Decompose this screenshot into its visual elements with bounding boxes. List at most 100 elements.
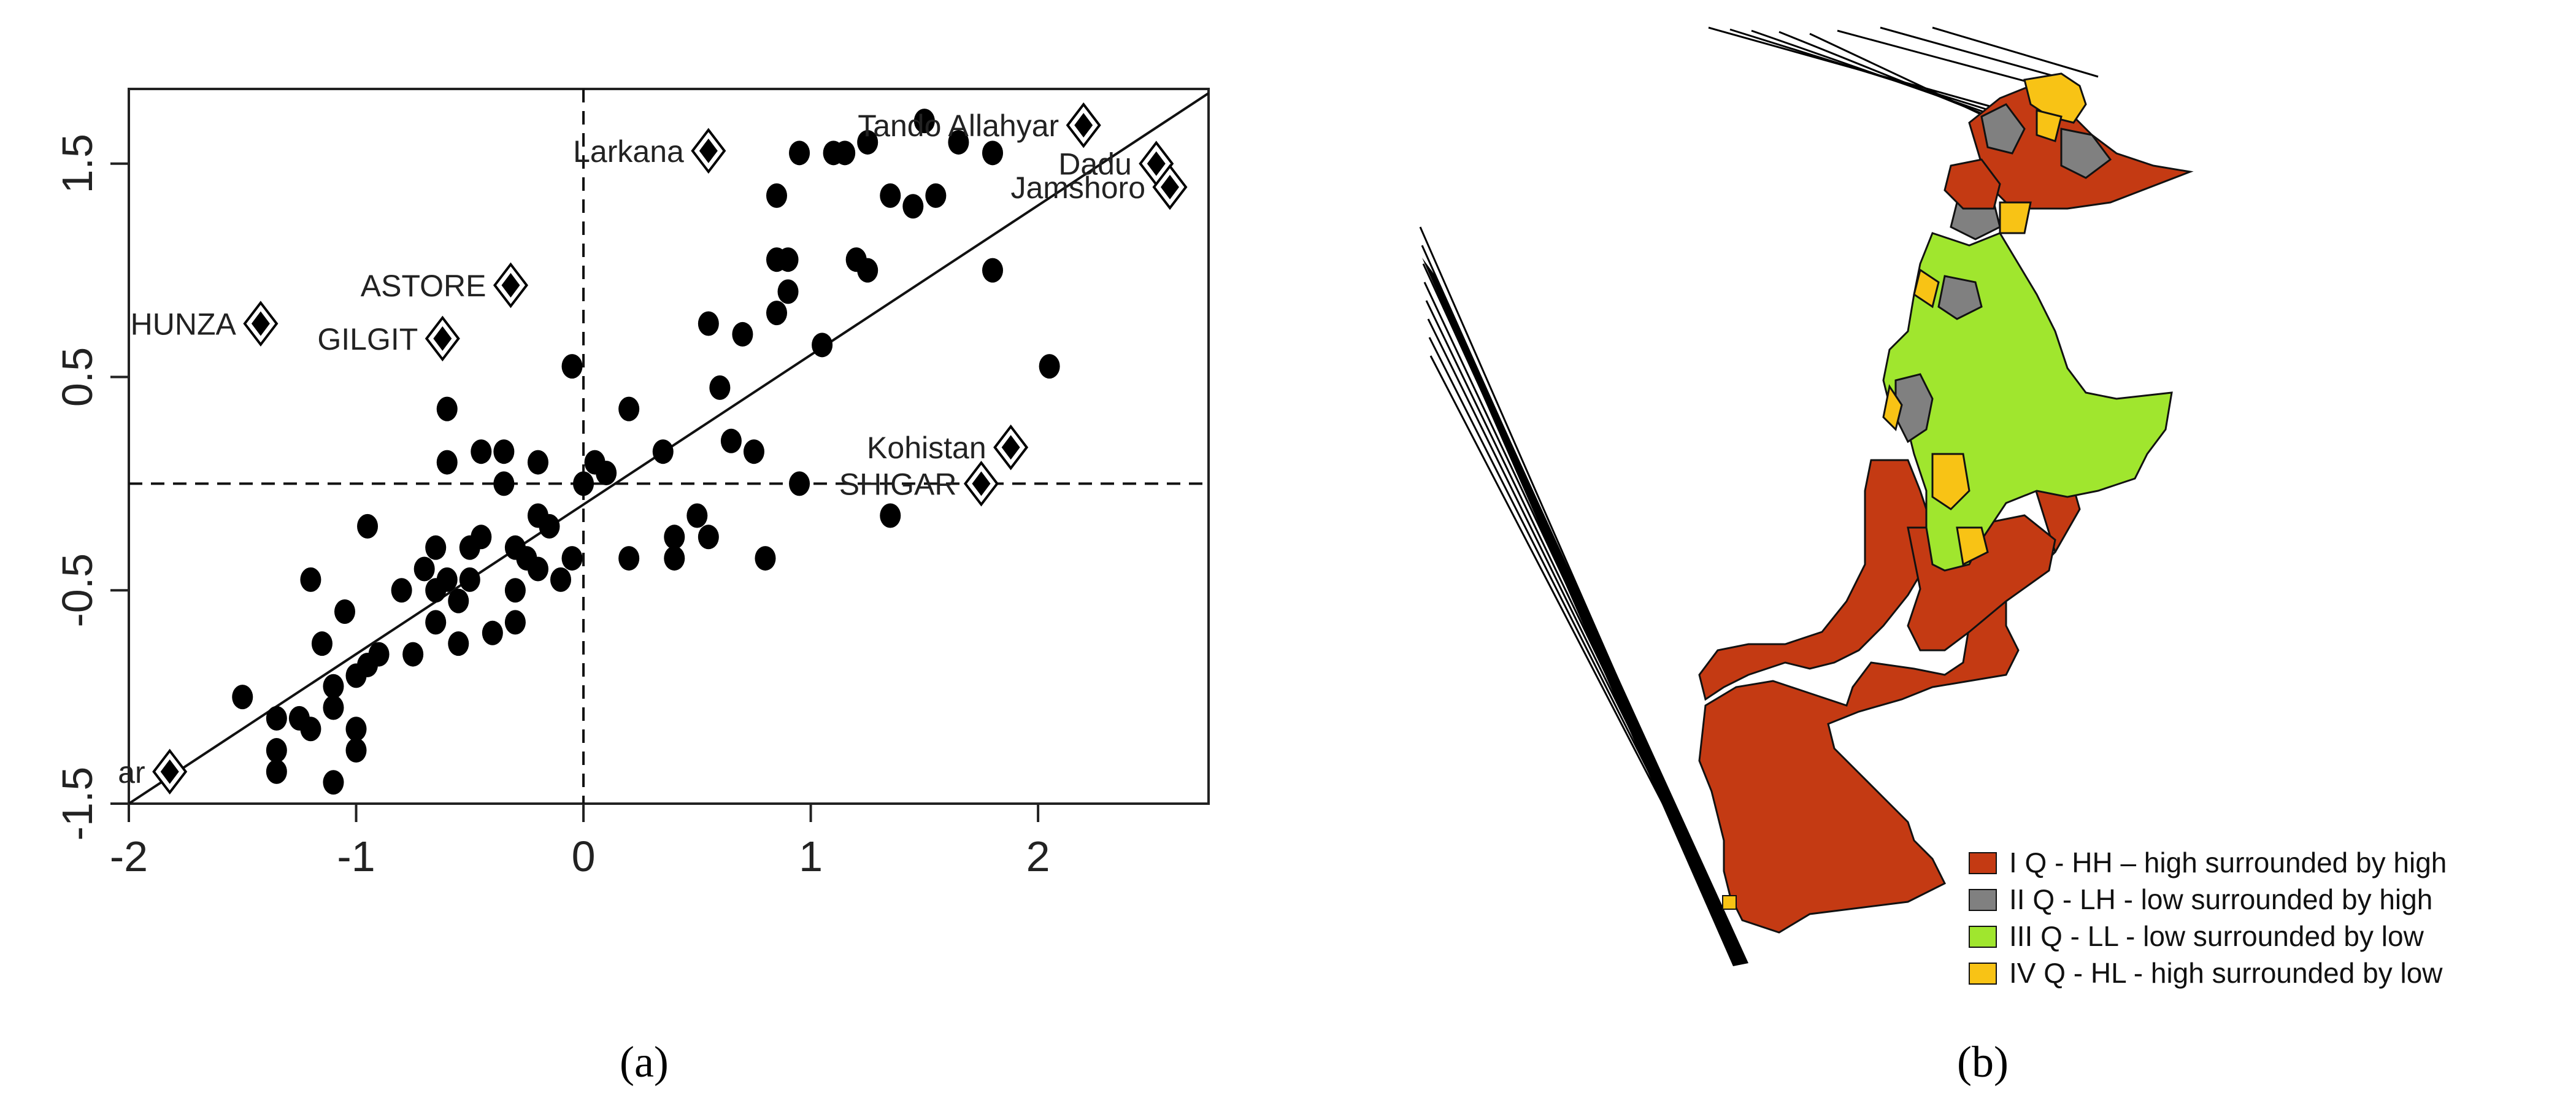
data-point xyxy=(413,556,435,582)
labeled-point: Jamshoro xyxy=(1010,164,1188,210)
data-point xyxy=(618,546,640,571)
data-point xyxy=(368,642,390,667)
labeled-point: ASTORE xyxy=(361,262,529,309)
labeled-point: Larkana xyxy=(573,128,726,174)
data-point xyxy=(789,471,810,496)
data-point xyxy=(471,439,492,464)
data-point xyxy=(766,183,787,208)
region-lh-north xyxy=(1980,103,2026,155)
data-point xyxy=(698,311,719,336)
legend-item-hl: IV Q - HL - high surrounded by low xyxy=(1969,957,2443,989)
data-point xyxy=(482,620,503,645)
data-point xyxy=(880,503,901,528)
data-point xyxy=(504,578,526,603)
data-point xyxy=(527,556,548,582)
data-point xyxy=(300,567,321,592)
y-axis: -1.5 -0.5 0.5 1.5 xyxy=(53,134,129,840)
data-point xyxy=(789,140,810,166)
data-point xyxy=(913,109,935,134)
labeled-point: HUNZA xyxy=(131,301,279,347)
data-point xyxy=(459,567,480,592)
legend-label-hl: IV Q - HL - high surrounded by low xyxy=(2009,957,2443,989)
leader-fan-left xyxy=(1422,258,1748,966)
data-point xyxy=(232,685,253,710)
legend-label-ll: III Q - LL - low surrounded by low xyxy=(2009,920,2424,952)
data-point xyxy=(539,513,560,539)
data-point xyxy=(686,503,708,528)
data-point xyxy=(436,396,458,421)
labeled-point: Tando Allahyar xyxy=(858,102,1101,148)
data-point xyxy=(698,525,719,550)
x-tick-label: -1 xyxy=(337,832,375,880)
data-point xyxy=(391,578,412,603)
point-label: GILGIT xyxy=(317,322,418,356)
point-label: ar xyxy=(118,755,145,790)
caption-a: (a) xyxy=(620,1037,669,1086)
moran-scatterplot: -2 -1 0 1 2 -1.5 -0.5 0.5 1.5 Tando Allahyar Dad… xyxy=(53,88,1210,880)
region-hl-2 xyxy=(1882,384,1903,431)
data-point xyxy=(982,140,1003,166)
data-point xyxy=(402,642,424,667)
data-point xyxy=(664,546,685,571)
data-point xyxy=(755,546,776,571)
region-lh-2 xyxy=(1937,275,1983,320)
data-point xyxy=(266,759,287,784)
data-point xyxy=(596,460,617,485)
labeled-point: ar xyxy=(118,748,188,795)
x-axis: -2 -1 0 1 2 xyxy=(110,804,1050,880)
point-label: Larkana xyxy=(573,134,684,169)
data-point xyxy=(880,183,901,208)
data-point xyxy=(425,610,447,635)
legend-item-hh: I Q - HH – high surrounded by high xyxy=(1969,847,2447,878)
data-point xyxy=(573,471,594,496)
data-point xyxy=(436,450,458,475)
lisa-cluster-map: I Q - HH – high surrounded by high II Q … xyxy=(1419,26,2447,989)
legend-label-hh: I Q - HH – high surrounded by high xyxy=(2009,847,2447,878)
data-point xyxy=(925,183,947,208)
data-point xyxy=(812,333,833,358)
y-tick-label: 1.5 xyxy=(53,134,101,193)
region-hl-north-3 xyxy=(2036,109,2063,142)
point-label: Tando Allahyar xyxy=(858,109,1059,143)
scatter-points xyxy=(232,109,1060,795)
region-lh-north-2 xyxy=(2060,128,2112,179)
caption-b: (b) xyxy=(1957,1037,2009,1086)
labeled-point: Kohistan xyxy=(867,424,1029,471)
data-point xyxy=(471,525,492,550)
data-point xyxy=(334,599,355,625)
data-point xyxy=(857,258,879,283)
labeled-point: Dadu xyxy=(1058,140,1174,187)
y-tick-label: -0.5 xyxy=(53,553,101,628)
data-point xyxy=(709,375,731,400)
map-legend: I Q - HH – high surrounded by high II Q … xyxy=(1969,847,2447,989)
region-hh-sindh xyxy=(1698,459,1934,701)
data-point xyxy=(448,588,469,613)
data-point xyxy=(561,354,583,379)
data-point xyxy=(834,140,856,166)
region-hh-south xyxy=(1698,452,2081,934)
plot-frame xyxy=(128,88,1210,805)
region-hl-1 xyxy=(1931,453,1970,510)
data-point xyxy=(323,674,344,699)
region-hl-south xyxy=(1722,895,1737,910)
point-label: Dadu xyxy=(1058,147,1132,182)
point-label: ASTORE xyxy=(361,269,486,303)
data-point xyxy=(300,717,321,742)
y-tick-label: 0.5 xyxy=(53,347,101,407)
data-point xyxy=(266,738,287,763)
data-point xyxy=(493,471,515,496)
data-point xyxy=(436,567,458,592)
legend-item-ll: III Q - LL - low surrounded by low xyxy=(1969,920,2424,952)
data-point xyxy=(311,631,333,656)
data-point xyxy=(766,301,787,326)
data-point xyxy=(448,631,469,656)
point-label: SHIGAR xyxy=(839,467,957,501)
point-label: Jamshoro xyxy=(1010,171,1145,205)
x-tick-label: 0 xyxy=(572,832,596,880)
x-tick-label: 1 xyxy=(799,832,823,880)
data-point xyxy=(720,428,742,453)
x-tick-label: -2 xyxy=(110,832,148,880)
data-point xyxy=(323,770,344,795)
data-point xyxy=(561,546,583,571)
region-hl-3 xyxy=(1913,268,1940,309)
